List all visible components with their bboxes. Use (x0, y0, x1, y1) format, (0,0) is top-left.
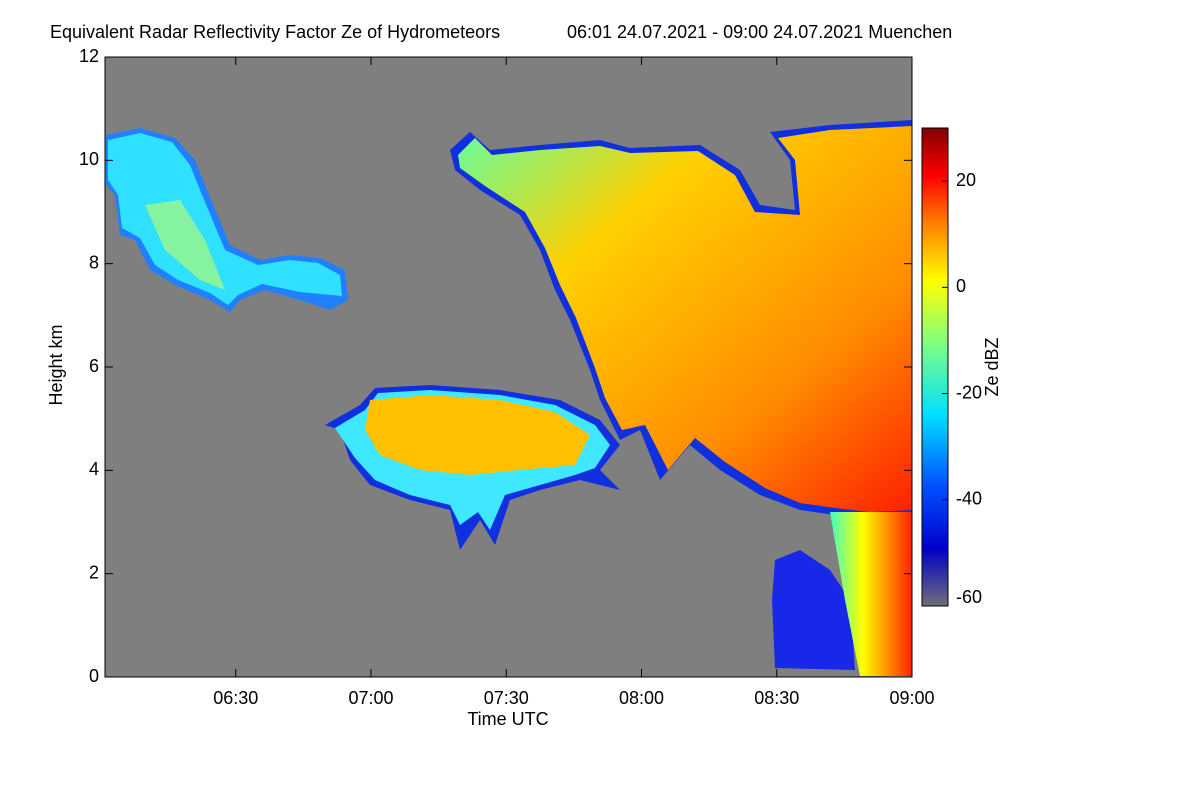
y-tick-label: 10 (79, 149, 99, 169)
cloud-core (365, 395, 590, 475)
x-tick-label: 08:00 (619, 688, 664, 708)
colorbar (921, 127, 949, 607)
cloud (458, 126, 912, 512)
x-tick-label: 06:30 (213, 688, 258, 708)
y-axis-label: Height km (46, 324, 66, 405)
colorbar-label: Ze dBZ (982, 337, 1002, 396)
colorbar-tick-label: -40 (956, 489, 982, 509)
x-tick-label: 09:00 (889, 688, 934, 708)
y-tick-label: 0 (89, 666, 99, 686)
x-tick-label: 07:30 (484, 688, 529, 708)
y-tick-label: 4 (89, 459, 99, 479)
cloud (108, 133, 342, 305)
y-tick-label: 2 (89, 562, 99, 582)
y-tick-label: 6 (89, 356, 99, 376)
chart-title: Equivalent Radar Reflectivity Factor Ze … (50, 22, 500, 42)
colorbar-tick-label: -60 (956, 587, 982, 607)
x-axis-label: Time UTC (467, 709, 548, 729)
x-tick-label: 07:00 (348, 688, 393, 708)
y-tick-label: 8 (89, 252, 99, 272)
cloud-low (772, 550, 855, 670)
colorbar-tick-label: 20 (956, 170, 976, 190)
colorbar-tick-label: 0 (956, 276, 966, 296)
chart-subtitle: 06:01 24.07.2021 - 09:00 24.07.2021 Muen… (567, 22, 952, 42)
x-tick-label: 08:30 (754, 688, 799, 708)
colorbar-tick-label: -20 (956, 382, 982, 402)
cloud-core (145, 200, 225, 290)
y-tick-label: 12 (79, 46, 99, 66)
plot-area (105, 57, 912, 677)
precip-streak (830, 512, 912, 676)
